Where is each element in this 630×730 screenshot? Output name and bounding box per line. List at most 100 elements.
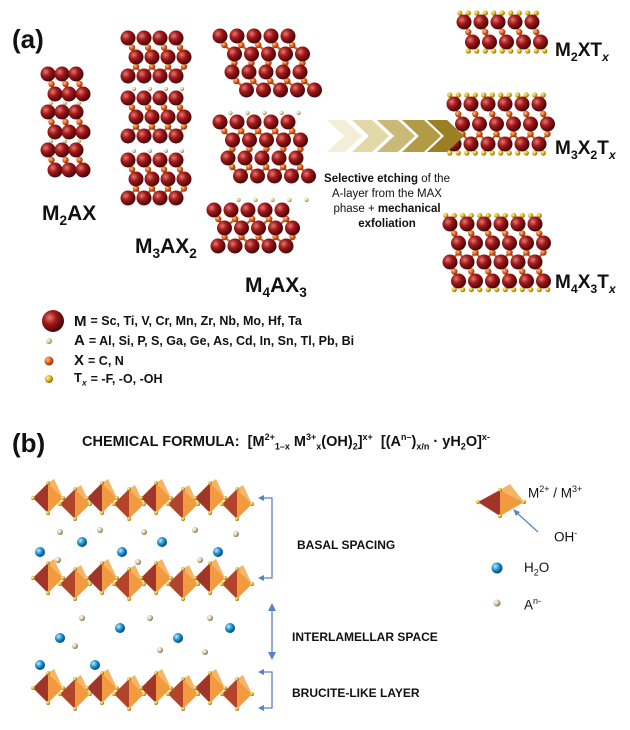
- t-atom: [491, 48, 497, 54]
- metal-atom: [68, 104, 84, 120]
- metal-atom: [502, 273, 517, 289]
- metal-atom: [459, 254, 475, 270]
- hydroxide-vertex: [154, 671, 158, 675]
- hydroxide-vertex: [208, 511, 212, 515]
- metal-atom: [256, 82, 271, 98]
- hydroxide-vertex: [112, 692, 116, 696]
- t-atom: [523, 92, 529, 98]
- a-atom-icon: [46, 337, 52, 344]
- t-atom: [502, 286, 508, 293]
- metal-atom: [533, 34, 548, 50]
- t-atom: [499, 48, 505, 54]
- t-atom: [542, 48, 548, 54]
- metal-atom: [519, 273, 534, 289]
- t-atom: [447, 92, 453, 98]
- water-molecule: [55, 633, 65, 643]
- legend-t: Tx = -F, -O, -OH: [40, 370, 163, 388]
- x-atom: [506, 110, 513, 118]
- metal-atom: [212, 28, 228, 44]
- x-atom: [238, 233, 245, 241]
- hydroxide-legend-label: OH-: [554, 528, 578, 545]
- hydroxide-vertex: [127, 517, 131, 521]
- t-atom: [511, 286, 517, 293]
- metal-atom: [68, 142, 84, 158]
- metal-atom: [507, 14, 523, 30]
- metal-atom: [246, 28, 262, 44]
- hydroxide-vertex: [193, 576, 197, 580]
- x-atom: [132, 63, 140, 70]
- metal-atom: [485, 273, 500, 289]
- metal-atom: [120, 30, 136, 46]
- hydroxide-vertex: [154, 591, 158, 595]
- t-atom: [523, 150, 529, 156]
- water-molecule: [35, 547, 45, 557]
- metal-atom: [120, 128, 136, 144]
- metal-atom: [472, 116, 487, 132]
- x-atom: [510, 130, 517, 138]
- x-atom: [62, 118, 69, 126]
- metal-atom: [473, 14, 489, 30]
- metal-atom: [280, 28, 296, 44]
- metal-atom: [516, 34, 531, 50]
- metal-atom: [442, 254, 458, 270]
- metal-atom: [61, 124, 77, 140]
- x-atom: [272, 127, 279, 135]
- t-atom: [455, 150, 461, 156]
- metal-atom: [54, 104, 70, 120]
- basal-spacing-bracket: [262, 497, 273, 579]
- x-atom: [502, 268, 509, 275]
- metal-atom: [128, 109, 144, 125]
- hydroxide-vertex: [220, 692, 224, 696]
- a-atom: [76, 138, 82, 144]
- metal-atom: [293, 132, 308, 148]
- mxene-m4x3tx-label: M4X3Tx: [555, 272, 616, 296]
- hydroxide-vertex: [166, 582, 170, 586]
- hydroxide-vertex: [31, 576, 35, 580]
- hydroxide-vertex: [127, 597, 131, 601]
- x-atom: [144, 166, 152, 173]
- x-atom: [502, 230, 509, 237]
- anion: [79, 615, 85, 621]
- metal-atom: [237, 150, 253, 166]
- etching-arrow: [327, 120, 464, 152]
- x-atom: [180, 123, 188, 130]
- metal-atom: [176, 171, 192, 187]
- t-atom: [508, 48, 514, 54]
- x-atom: [232, 215, 239, 223]
- metal-atom: [527, 254, 543, 270]
- basal-spacing-label: BASAL SPACING: [297, 538, 396, 552]
- x-atom: [132, 185, 140, 192]
- metal-atom: [54, 142, 70, 158]
- metal-atom: [47, 86, 63, 102]
- x-atom: [148, 123, 156, 130]
- x-atom: [289, 127, 296, 135]
- brucite-like-layer-label: BRUCITE-LIKE LAYER: [292, 686, 420, 700]
- metal-atom: [278, 46, 293, 62]
- metal-atom: [536, 273, 551, 289]
- t-atom: [516, 10, 522, 16]
- metal-atom: [54, 66, 70, 82]
- anion: [57, 529, 63, 535]
- x-atom: [485, 230, 492, 237]
- hydroxide-vertex: [58, 582, 62, 586]
- x-atom: [128, 166, 136, 173]
- metal-atom: [480, 136, 496, 152]
- t-atom: [502, 212, 508, 219]
- t-atom: [498, 92, 504, 98]
- metal-atom: [152, 90, 168, 106]
- hydroxide-vertex: [235, 567, 239, 571]
- t-atom: [540, 92, 546, 98]
- hydroxide-vertex: [181, 707, 185, 711]
- x-atom: [176, 104, 184, 111]
- metal-atom: [540, 116, 555, 132]
- metal-atom: [61, 86, 77, 102]
- x-atom: [76, 80, 83, 88]
- metal-atom: [259, 132, 274, 148]
- x-atom: [482, 28, 489, 36]
- metal-atom: [274, 202, 290, 218]
- hydroxide-vertex: [235, 487, 239, 491]
- t-atom: [525, 10, 531, 16]
- metal-atom: [463, 96, 479, 112]
- t-atom: [506, 92, 512, 98]
- t-atom: [482, 10, 488, 16]
